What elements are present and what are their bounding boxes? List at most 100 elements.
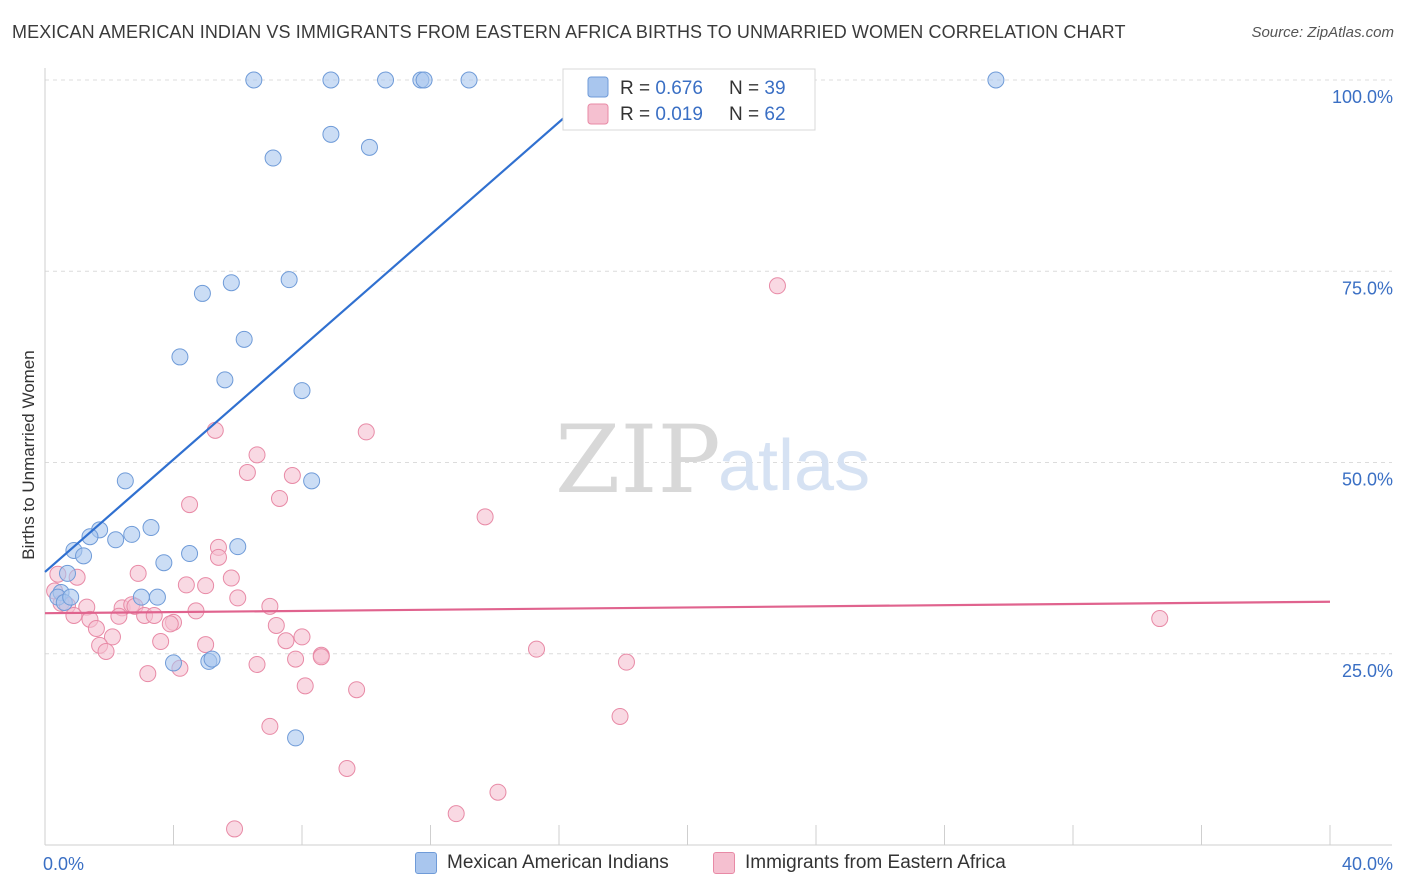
series-mexican-american-indians bbox=[49, 71, 1005, 747]
data-point-blue bbox=[132, 588, 150, 606]
svg-text:N = 39: N = 39 bbox=[729, 78, 786, 99]
data-point-pink bbox=[261, 717, 279, 735]
y-axis-title: Births to Unmarried Women bbox=[19, 350, 38, 559]
legend-label-blue: Mexican American Indians bbox=[447, 852, 669, 873]
data-point-pink bbox=[348, 681, 366, 699]
y-tick-label: 50.0% bbox=[1342, 470, 1393, 490]
data-point-pink bbox=[209, 548, 227, 566]
data-point-pink bbox=[110, 607, 128, 625]
legend-label-pink: Immigrants from Eastern Africa bbox=[745, 852, 1006, 873]
bottom-legend-item-blue: Mexican American Indians bbox=[415, 852, 669, 874]
data-point-pink bbox=[238, 463, 256, 481]
data-point-pink bbox=[312, 648, 330, 666]
svg-text:N = 62: N = 62 bbox=[729, 104, 786, 125]
x-tick-label-min: 0.0% bbox=[43, 854, 84, 874]
legend-n-label-2: N = bbox=[729, 104, 764, 125]
data-point-pink bbox=[357, 423, 375, 441]
data-point-pink bbox=[103, 628, 121, 646]
legend-swatch-blue bbox=[587, 76, 609, 98]
data-point-pink bbox=[161, 615, 179, 633]
legend-n-value-1: 39 bbox=[764, 78, 785, 99]
gridlines bbox=[45, 79, 1392, 655]
legend-swatch-pink bbox=[587, 103, 609, 125]
data-point-blue bbox=[165, 654, 182, 672]
data-point-pink bbox=[197, 636, 215, 654]
data-point-blue bbox=[116, 472, 134, 490]
data-point-pink bbox=[528, 640, 546, 658]
data-point-blue bbox=[987, 71, 1005, 89]
data-point-pink bbox=[229, 589, 247, 607]
data-point-pink bbox=[145, 607, 163, 624]
legend-r-value-2: 0.019 bbox=[655, 104, 703, 125]
data-point-blue bbox=[203, 650, 221, 668]
data-point-blue bbox=[280, 271, 298, 289]
data-point-pink bbox=[489, 783, 507, 801]
data-point-blue bbox=[81, 528, 99, 546]
chart-source: Source: ZipAtlas.com bbox=[1251, 24, 1394, 41]
data-point-blue bbox=[229, 538, 247, 556]
data-point-pink bbox=[293, 628, 311, 646]
legend-n-label-1: N = bbox=[729, 78, 764, 99]
data-point-blue bbox=[222, 274, 240, 292]
data-point-pink bbox=[447, 805, 465, 823]
data-point-blue bbox=[245, 71, 263, 89]
data-point-blue bbox=[75, 547, 93, 565]
data-point-blue bbox=[142, 519, 160, 537]
data-point-pink bbox=[87, 620, 105, 638]
data-point-blue bbox=[107, 531, 125, 549]
svg-text:R = 0.019: R = 0.019 bbox=[620, 104, 703, 125]
trend-lines bbox=[44, 79, 1331, 615]
data-point-blue bbox=[303, 472, 321, 490]
data-point-blue bbox=[264, 149, 282, 167]
trend-line-blue bbox=[44, 79, 608, 573]
data-point-blue bbox=[322, 71, 340, 89]
data-point-pink bbox=[283, 467, 301, 485]
data-point-blue bbox=[155, 554, 173, 572]
data-point-blue bbox=[148, 588, 166, 606]
data-point-pink bbox=[338, 760, 356, 777]
data-point-pink bbox=[139, 665, 157, 683]
data-point-blue bbox=[123, 525, 141, 543]
data-point-blue bbox=[360, 138, 378, 156]
data-point-blue bbox=[235, 330, 253, 348]
data-point-blue bbox=[216, 371, 234, 389]
data-point-blue bbox=[460, 71, 478, 89]
data-point-pink bbox=[611, 707, 629, 725]
y-tick-label: 25.0% bbox=[1342, 661, 1393, 681]
data-point-blue bbox=[293, 382, 311, 400]
data-point-blue bbox=[58, 564, 76, 582]
legend-n-value-2: 62 bbox=[764, 104, 785, 125]
data-point-pink bbox=[287, 650, 305, 668]
data-point-pink bbox=[617, 653, 635, 671]
data-point-pink bbox=[177, 576, 195, 594]
data-point-pink bbox=[271, 489, 289, 507]
data-point-pink bbox=[97, 642, 115, 660]
chart-title: MEXICAN AMERICAN INDIAN VS IMMIGRANTS FR… bbox=[12, 22, 1126, 42]
watermark: ZIP atlas bbox=[555, 406, 870, 515]
data-point-blue bbox=[377, 71, 395, 89]
data-point-blue bbox=[287, 729, 305, 747]
legend-r-value-1: 0.676 bbox=[655, 78, 703, 99]
legend-r-label-1: R = bbox=[620, 78, 655, 99]
data-point-blue bbox=[62, 588, 80, 606]
legend-swatch-blue-bottom bbox=[415, 852, 437, 874]
data-point-pink bbox=[206, 421, 224, 439]
watermark-atlas: atlas bbox=[718, 426, 870, 506]
watermark-zip: ZIP bbox=[555, 406, 721, 515]
data-point-pink bbox=[277, 632, 295, 650]
data-point-blue bbox=[415, 71, 433, 89]
data-point-pink bbox=[129, 564, 147, 582]
data-point-pink bbox=[248, 446, 266, 464]
data-point-pink bbox=[152, 633, 170, 651]
y-tick-label: 75.0% bbox=[1342, 278, 1393, 298]
data-point-pink bbox=[1151, 610, 1169, 628]
y-tick-label: 100.0% bbox=[1332, 87, 1393, 107]
data-point-pink bbox=[267, 616, 285, 634]
data-point-blue bbox=[171, 348, 189, 366]
data-point-blue bbox=[193, 284, 211, 302]
data-point-blue bbox=[322, 125, 340, 143]
legend-r-label-2: R = bbox=[620, 104, 655, 125]
trend-line-pink bbox=[44, 600, 1331, 615]
data-point-pink bbox=[226, 820, 244, 838]
